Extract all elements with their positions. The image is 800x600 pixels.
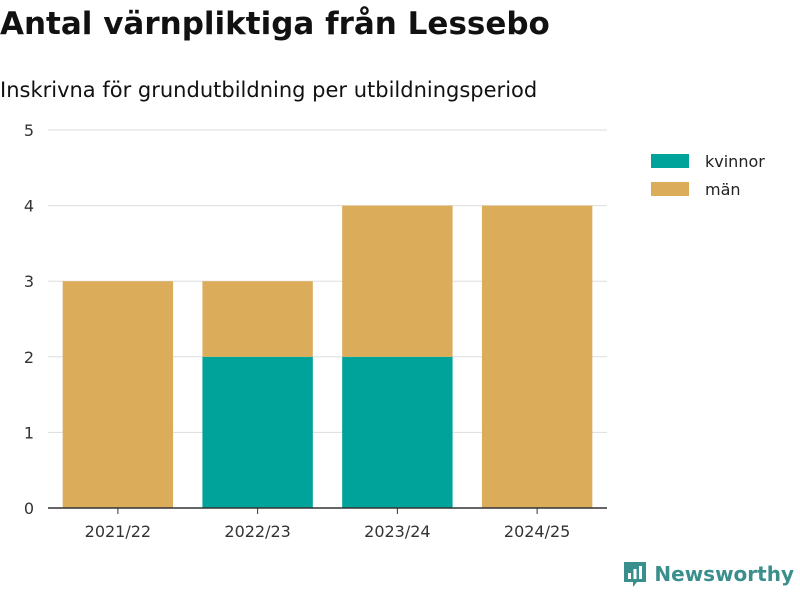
y-tick-label: 5	[24, 121, 34, 140]
legend-item-man[interactable]: män	[651, 175, 765, 203]
y-tick-label: 1	[24, 423, 34, 442]
brand-logo[interactable]: Newsworthy	[622, 560, 794, 588]
x-tick-label: 2024/25	[504, 522, 570, 541]
bar-män-2024/25	[481, 205, 593, 508]
chart-title: Antal värnpliktiga från Lessebo	[0, 6, 550, 42]
legend: kvinnor män	[651, 147, 765, 203]
bar-män-2023/24	[342, 205, 453, 357]
x-tick-label: 2023/24	[364, 522, 430, 541]
y-tick-label: 3	[24, 272, 34, 291]
legend-swatch-kvinnor	[651, 154, 689, 168]
legend-label-kvinnor: kvinnor	[705, 151, 765, 171]
legend-label-man: män	[705, 179, 741, 199]
bar-kvinnor-2022/23	[202, 356, 313, 508]
newsworthy-logo-icon	[624, 562, 647, 587]
bar-män-2021/22	[62, 281, 174, 508]
brand-name: Newsworthy	[654, 562, 794, 586]
bar-kvinnor-2023/24	[342, 356, 453, 508]
bar-män-2022/23	[202, 281, 313, 357]
legend-swatch-man	[651, 182, 689, 196]
y-tick-label: 4	[24, 197, 34, 216]
x-tick-label: 2021/22	[85, 522, 151, 541]
x-tick-label: 2022/23	[224, 522, 290, 541]
y-tick-label: 0	[24, 499, 34, 518]
legend-item-kvinnor[interactable]: kvinnor	[651, 147, 765, 175]
y-tick-label: 2	[24, 348, 34, 367]
chart-subtitle: Inskrivna för grundutbildning per utbild…	[0, 78, 538, 102]
